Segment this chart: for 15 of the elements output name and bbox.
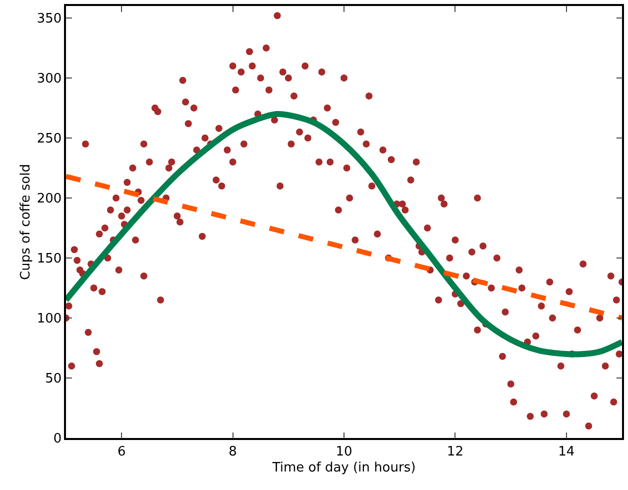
x-tick-label: 14 (558, 444, 575, 460)
x-tick-label: 8 (228, 444, 237, 460)
x-tick-label: 12 (446, 444, 464, 460)
x-tick-label: 6 (117, 444, 126, 460)
y-tick-label: 50 (45, 372, 62, 387)
y-tick-label: 300 (36, 72, 62, 87)
y-tick-label: 250 (36, 132, 62, 147)
y-tick-label: 150 (36, 252, 62, 267)
y-tick-label: 100 (36, 312, 62, 327)
y-tick-label: 200 (36, 192, 62, 207)
y-tick-label: 350 (36, 12, 62, 27)
x-tick-label: 10 (336, 444, 352, 460)
y-tick-label: 0 (53, 432, 62, 447)
y-axis-title: Cups of coffe sold (18, 164, 34, 280)
x-axis-title: Time of day (in hours) (271, 460, 416, 476)
